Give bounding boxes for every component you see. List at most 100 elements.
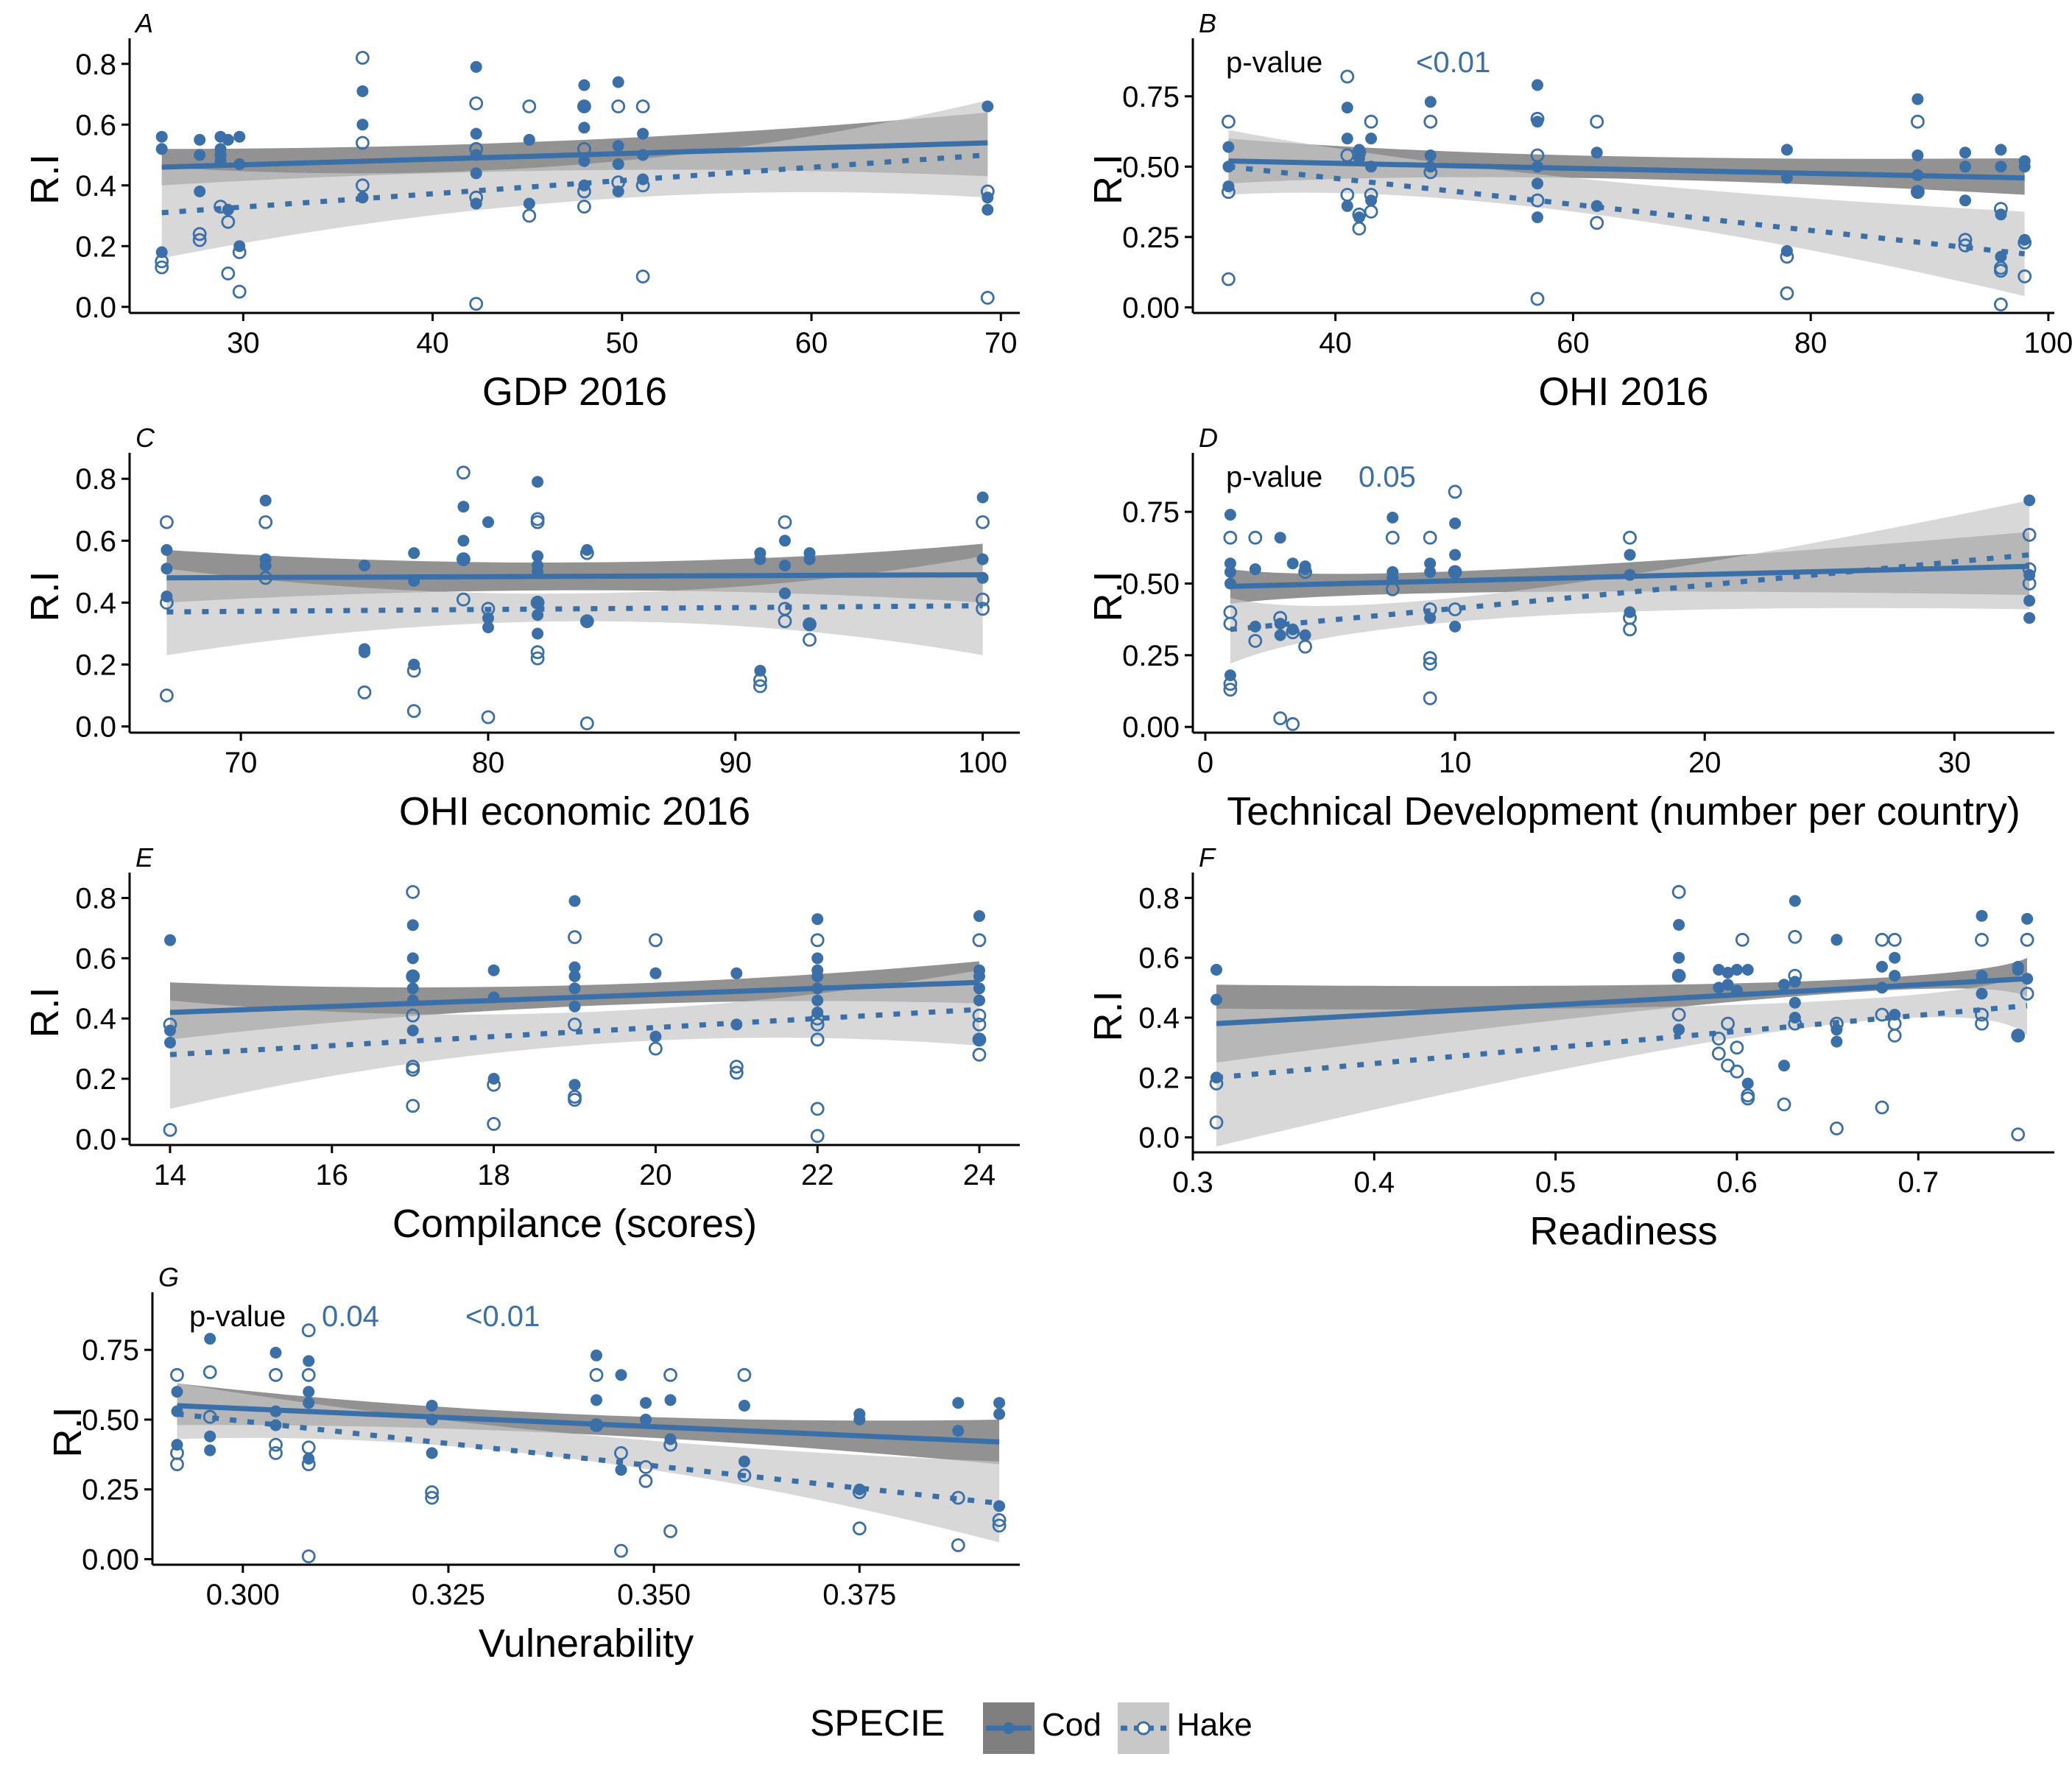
hake-point xyxy=(2011,1127,2026,1141)
cod-point xyxy=(1424,149,1437,161)
cod-point xyxy=(568,982,581,995)
cod-point xyxy=(993,1500,1006,1512)
hake-point xyxy=(1910,185,1925,200)
hake-point xyxy=(192,233,207,247)
hake-point xyxy=(810,1032,825,1047)
hake-point xyxy=(1352,221,1367,236)
cod-point xyxy=(1222,161,1235,173)
cod-point xyxy=(649,967,662,979)
hake-point xyxy=(530,651,545,666)
hake-point xyxy=(530,645,545,660)
cod-point xyxy=(1730,964,1743,976)
y-tick-label: 0.0 xyxy=(1138,1122,1180,1155)
x-tick-label: 0.300 xyxy=(206,1579,280,1611)
cod-point xyxy=(578,121,591,134)
cod-point xyxy=(973,982,985,995)
cod-point xyxy=(2023,612,2036,624)
x-tick-label: 18 xyxy=(477,1159,510,1191)
hake-point xyxy=(1711,1032,1726,1046)
x-tick-label: 90 xyxy=(719,747,753,779)
hake-point xyxy=(1780,286,1794,300)
panel-letter: F xyxy=(1199,842,1216,873)
hake-point xyxy=(1364,114,1378,129)
hake-point xyxy=(1975,1007,1989,1022)
x-tick-label: 30 xyxy=(1938,747,1971,779)
cod-point xyxy=(1224,509,1236,521)
x-axis-title: OHI economic 2016 xyxy=(399,789,750,834)
hake-point xyxy=(481,710,496,725)
hake-point xyxy=(159,515,174,529)
hake-point xyxy=(1223,677,1238,691)
hake-point xyxy=(1788,929,1803,944)
x-tick-label: 0.350 xyxy=(617,1579,691,1611)
hake-point xyxy=(269,1446,283,1460)
y-axis-title: R.I xyxy=(1086,990,1130,1041)
hake-point xyxy=(992,1512,1007,1527)
cod-point xyxy=(161,543,173,556)
legend-hake-point xyxy=(1136,1721,1151,1736)
hake-point xyxy=(481,602,496,616)
x-tick-label: 100 xyxy=(958,747,1007,779)
hake-point xyxy=(469,190,484,205)
hake-point xyxy=(357,685,372,700)
hake-point xyxy=(810,1102,825,1116)
y-tick-label: 0.6 xyxy=(75,525,116,557)
hake-point xyxy=(1222,272,1236,286)
cod-point xyxy=(1224,566,1236,578)
cod-point xyxy=(194,133,206,146)
band-hake xyxy=(177,1383,1000,1543)
hake-point xyxy=(810,933,825,948)
cod-point xyxy=(222,133,234,146)
hake-point xyxy=(221,214,236,229)
hake-point xyxy=(425,1490,439,1505)
cod-point xyxy=(303,1386,315,1398)
cod-point xyxy=(811,913,824,926)
y-tick-label: 0.4 xyxy=(75,1003,116,1035)
x-axis-title: GDP 2016 xyxy=(482,370,667,414)
cod-point xyxy=(406,982,419,995)
hake-point xyxy=(1448,565,1462,579)
cod-point xyxy=(1424,557,1437,570)
cod-point xyxy=(1780,144,1793,156)
fit-line-cod xyxy=(169,979,980,1015)
y-tick-label: 0.25 xyxy=(1122,640,1180,672)
y-tick-label: 0.6 xyxy=(75,943,116,975)
hake-point xyxy=(355,135,370,150)
hake-point xyxy=(163,1123,177,1137)
hake-point xyxy=(577,99,591,113)
x-tick-label: 100 xyxy=(2024,327,2072,359)
hake-point xyxy=(1623,610,1637,625)
y-tick-label: 0.50 xyxy=(82,1404,139,1437)
y-tick-label: 0.8 xyxy=(1138,882,1180,915)
cod-point xyxy=(779,535,791,547)
fit-line-hake xyxy=(169,1007,980,1057)
fit-line-cod xyxy=(166,572,983,581)
hake-point xyxy=(258,515,273,529)
panel-letter: D xyxy=(1199,423,1218,453)
hake-point xyxy=(1530,148,1545,163)
hake-point xyxy=(1711,1046,1726,1061)
hake-point xyxy=(406,704,421,718)
cod-point xyxy=(1249,563,1261,575)
cod-point xyxy=(738,1400,750,1412)
band-hake xyxy=(166,556,983,655)
hake-point xyxy=(1975,932,1989,947)
hake-point xyxy=(406,663,421,678)
hake-point xyxy=(568,1018,582,1032)
y-tick-label: 0.6 xyxy=(75,109,116,141)
hake-point xyxy=(638,1473,653,1488)
panel-letter: C xyxy=(135,423,155,453)
hake-point xyxy=(2020,932,2034,947)
pvalue-label: p-value xyxy=(189,1300,286,1333)
hake-point xyxy=(269,1367,283,1382)
pvalue-value: <0.01 xyxy=(1416,46,1490,79)
hake-point xyxy=(469,297,484,311)
hake-point xyxy=(579,614,594,628)
cod-point xyxy=(194,186,206,197)
pvalue-value: <0.01 xyxy=(465,1300,540,1333)
hake-point xyxy=(301,1457,316,1471)
hake-point xyxy=(1530,111,1545,126)
cod-point xyxy=(1274,532,1286,544)
cod-point xyxy=(359,646,370,658)
cod-point xyxy=(649,1030,662,1043)
